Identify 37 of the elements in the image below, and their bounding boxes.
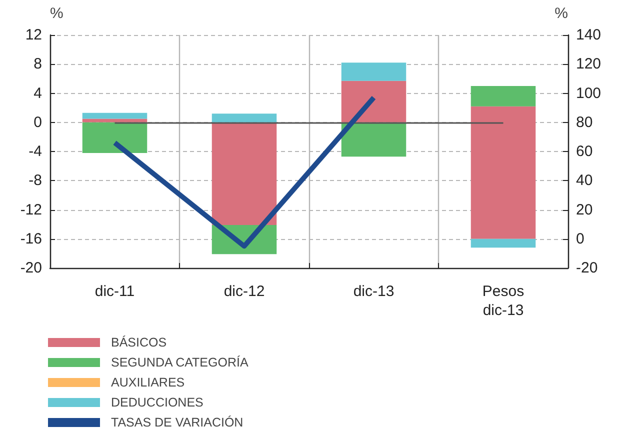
y-axis-title: % xyxy=(50,5,64,22)
y2-tick-label: 40 xyxy=(576,172,593,190)
bar xyxy=(341,62,406,81)
legend-label: SEGUNDA CATEGORÍA xyxy=(111,356,249,370)
x-tick-label: dic-11 xyxy=(94,283,135,300)
y2-tick-label: 100 xyxy=(576,84,602,102)
legend-label: DEDUCCIONES xyxy=(111,396,204,410)
bar xyxy=(212,114,277,122)
bar xyxy=(82,118,148,122)
y-tick-label: 12 xyxy=(25,26,42,44)
x-tick-label: Pesos dic-13 xyxy=(482,283,524,319)
y-tick-label: -8 xyxy=(28,172,42,190)
x-tick-label: dic-12 xyxy=(224,283,265,300)
y-tick-label: -16 xyxy=(20,230,42,248)
y-tick-label: 4 xyxy=(34,84,42,102)
y2-tick-label: 140 xyxy=(576,26,602,44)
y2-tick-label: 20 xyxy=(576,201,593,218)
y2-tick-label: 80 xyxy=(576,114,593,131)
y2-tick-label: 120 xyxy=(576,56,602,73)
bar xyxy=(82,112,148,119)
y2-axis-title: % xyxy=(554,5,568,22)
bar xyxy=(341,122,406,157)
legend-label: AUXILIARES xyxy=(111,376,185,390)
legend-label: TASAS DE VARIACIÓN xyxy=(111,416,244,430)
y-tick-label: 0 xyxy=(34,114,42,131)
y-tick-label: -20 xyxy=(20,260,42,276)
y2-tick-label: 0 xyxy=(576,230,584,248)
x-tick-label: dic-13 xyxy=(353,283,394,300)
y-tick-label: -4 xyxy=(28,143,42,160)
bar xyxy=(82,122,148,153)
y2-tick-label: -20 xyxy=(576,260,598,276)
y-tick-label: 8 xyxy=(34,56,42,73)
y-tick-label: -12 xyxy=(20,201,42,218)
legend-label: BÁSICOS xyxy=(111,336,167,350)
bar xyxy=(212,122,277,226)
y2-tick-label: 60 xyxy=(576,143,593,160)
bar xyxy=(341,80,406,122)
